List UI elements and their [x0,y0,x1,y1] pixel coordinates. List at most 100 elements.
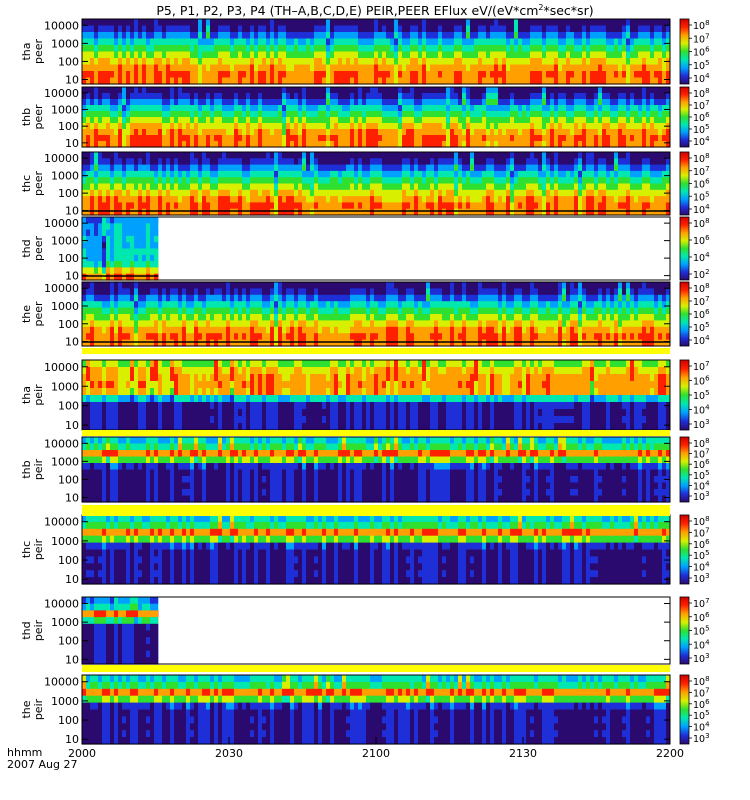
spectrogram-cell [326,129,330,136]
spectrogram-cell [354,189,358,197]
spectrogram-cell [578,38,582,46]
spectrogram-cell [422,111,426,118]
spectrogram-cell [394,111,398,118]
spectrogram-cell [498,64,502,72]
spectrogram-cell [114,58,118,66]
spectrogram-cell [290,64,294,72]
spectrogram-cell [446,141,450,148]
spectrogram-cell [106,123,110,130]
spectrogram-cell [102,261,106,268]
spectrogram-cell [130,320,134,328]
spectrogram-cell [306,164,310,172]
spectrogram-cell [410,170,414,178]
spectrogram-cell [326,183,330,191]
colorbar-exponent: 7 [705,32,709,40]
spectrogram-cell [470,196,474,203]
spectrogram-cell [478,208,482,216]
spectrogram-cell [594,170,598,178]
spectrogram-cell [310,123,314,130]
spectrogram-cell [174,196,178,203]
spectrogram-cell [446,105,450,112]
spectrogram-cell [430,111,434,118]
spectrogram-cell [90,320,94,328]
spectrogram-cell [154,235,158,243]
spectrogram-cell [406,129,410,136]
spectrogram-cell [350,123,354,130]
spectrogram-cell [654,45,658,53]
spectrogram-cell [382,202,386,210]
spectrogram-cell [402,135,406,142]
spectrogram-cell [82,93,86,100]
spectrogram-cell [378,152,382,159]
spectrogram-cell [394,58,398,66]
spectrogram-cell [666,51,670,59]
spectrogram-cell [606,152,610,159]
colorbar-tick-label: 105 [693,59,710,72]
spectrogram-cell [286,87,290,94]
spectrogram-cell [270,117,274,124]
spectrogram-cell [494,25,498,33]
spectrogram-cell [242,129,246,136]
spectrogram-cell [302,177,306,185]
spectrogram-cell [518,105,522,112]
spectrogram-cell [666,32,670,40]
spectrogram-cell [490,38,494,46]
spectrogram-cell [122,267,126,275]
spectrogram-cell [634,164,638,172]
spectrogram-cell [338,202,342,210]
spectrogram-cell [126,158,130,166]
spectrogram-cell [422,123,426,130]
spectrogram-cell [598,141,602,148]
spectrogram-cell [606,208,610,216]
spectrogram-cell [198,87,202,94]
spectrogram-cell [330,177,334,185]
spectrogram-cell [126,177,130,185]
spectrogram-cell [186,64,190,72]
spectrogram-cell [242,51,246,59]
spectrogram-cell [126,196,130,203]
spectrogram-cell [506,38,510,46]
spectrogram-cell [594,99,598,106]
spectrogram-cell [650,177,654,185]
spectrogram-cell [610,123,614,130]
spectrogram-cell [126,51,130,59]
spectrogram-cell [490,93,494,100]
spectrogram-cell [90,288,94,296]
spectrogram-cell [354,25,358,33]
spectrogram-cell [202,45,206,53]
spectrogram-cell [506,25,510,33]
spectrogram-cell [142,189,146,197]
spectrogram-cell [162,301,166,309]
spectrogram-cell [266,158,270,166]
spectrogram-cell [254,141,258,148]
spectrogram-cell [134,77,138,85]
spectrogram-cell [246,202,250,210]
spectrogram-cell [430,93,434,100]
spectrogram-cell [410,99,414,106]
spectrogram-cell [98,111,102,118]
spectrogram-cell [118,326,122,334]
spectrogram-cell [546,170,550,178]
spectrogram-cell [446,64,450,72]
spectrogram-cell [226,202,230,210]
spectrogram-cell [258,87,262,94]
spectrogram-cell [342,196,346,203]
spectrogram-cell [314,129,318,136]
spectrogram-cell [526,123,530,130]
spectrogram-cell [530,38,534,46]
spectrogram-cell [254,77,258,85]
spectrogram-cell [634,189,638,197]
spectrogram-cell [618,111,622,118]
spectrogram-cell [582,45,586,53]
spectrogram-cell [278,32,282,40]
spectrogram-cell [194,25,198,33]
spectrogram-cell [250,51,254,59]
figure-title: P5, P1, P2, P3, P4 (TH–A,B,C,D,E) PEIR,P… [156,3,593,18]
spectrogram-cell [634,141,638,148]
spectrogram-cell [562,51,566,59]
spectrogram-cell [110,105,114,112]
spectrogram-cell [194,141,198,148]
spectrogram-cell [434,196,438,203]
spectrogram-cell [230,77,234,85]
spectrogram-cell [606,123,610,130]
